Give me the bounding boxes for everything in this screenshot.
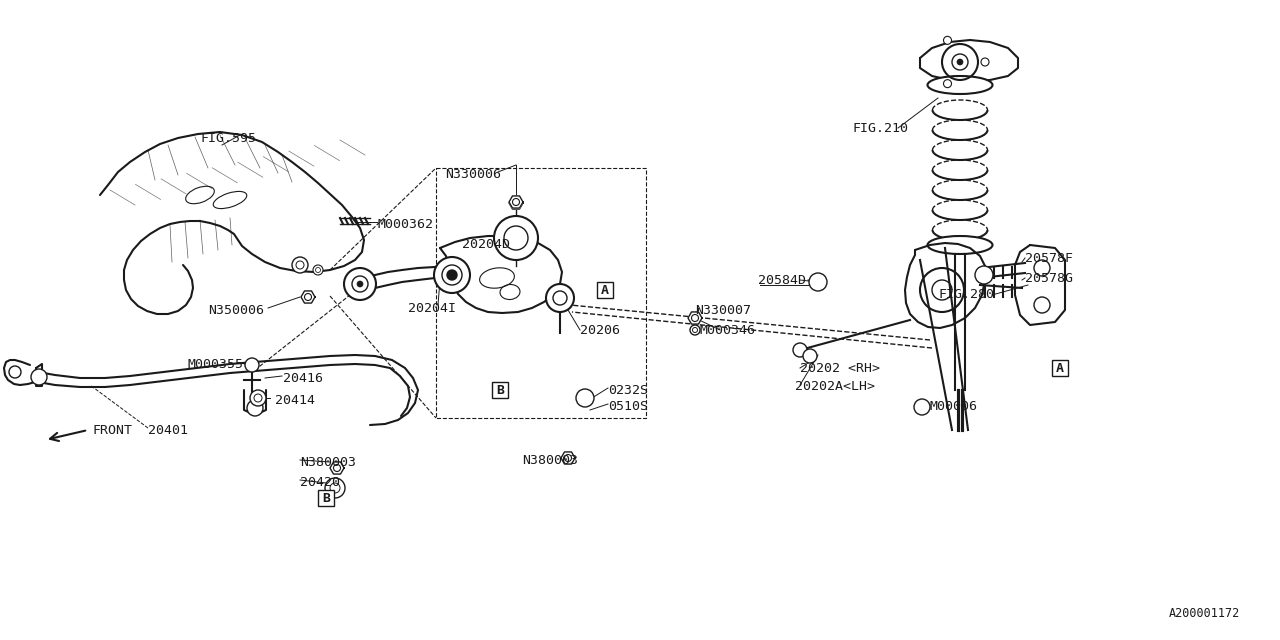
Text: N350006: N350006 xyxy=(207,303,264,317)
Circle shape xyxy=(244,358,259,372)
Circle shape xyxy=(314,265,323,275)
Circle shape xyxy=(809,273,827,291)
Bar xyxy=(317,490,334,506)
Text: M00006: M00006 xyxy=(931,399,978,413)
Text: 0510S: 0510S xyxy=(608,399,648,413)
Text: 20420: 20420 xyxy=(300,476,340,488)
Text: M000355: M000355 xyxy=(188,358,244,371)
Polygon shape xyxy=(509,197,524,209)
Text: 20206: 20206 xyxy=(580,323,620,337)
Text: FIG.595: FIG.595 xyxy=(200,131,256,145)
Text: 20578F: 20578F xyxy=(1025,252,1073,264)
Polygon shape xyxy=(509,196,524,208)
Circle shape xyxy=(494,216,538,260)
Text: N380003: N380003 xyxy=(300,456,356,468)
Text: 20204I: 20204I xyxy=(408,301,456,314)
Text: 20416: 20416 xyxy=(283,371,323,385)
Text: FIG.210: FIG.210 xyxy=(852,122,908,134)
Bar xyxy=(492,382,508,398)
Circle shape xyxy=(447,270,457,280)
Text: 20202 <RH>: 20202 <RH> xyxy=(800,362,881,374)
Ellipse shape xyxy=(928,76,992,94)
Text: A: A xyxy=(1056,362,1064,374)
Text: A200001172: A200001172 xyxy=(1169,607,1240,620)
Circle shape xyxy=(1034,260,1050,276)
Circle shape xyxy=(576,389,594,407)
Circle shape xyxy=(247,400,262,416)
Bar xyxy=(596,282,613,298)
Text: N380003: N380003 xyxy=(522,454,579,467)
Circle shape xyxy=(344,268,376,300)
Circle shape xyxy=(357,281,364,287)
Text: FRONT: FRONT xyxy=(92,424,132,436)
Circle shape xyxy=(250,390,266,406)
Circle shape xyxy=(690,325,700,335)
Text: 20204D: 20204D xyxy=(462,239,509,252)
Polygon shape xyxy=(689,312,701,324)
Circle shape xyxy=(9,366,20,378)
Text: 0232S: 0232S xyxy=(608,383,648,397)
Bar xyxy=(436,168,646,418)
Text: 20414: 20414 xyxy=(275,394,315,406)
Text: M000362: M000362 xyxy=(378,218,434,232)
Circle shape xyxy=(292,257,308,273)
Circle shape xyxy=(794,343,806,357)
Polygon shape xyxy=(301,291,315,303)
Circle shape xyxy=(957,59,963,65)
Circle shape xyxy=(980,58,989,66)
Circle shape xyxy=(547,284,573,312)
Text: N330007: N330007 xyxy=(695,303,751,317)
Text: B: B xyxy=(323,492,330,504)
Text: 20401: 20401 xyxy=(148,424,188,436)
Text: B: B xyxy=(497,383,504,397)
Circle shape xyxy=(803,349,817,363)
Text: 20584D: 20584D xyxy=(758,273,806,287)
Circle shape xyxy=(943,79,951,88)
Text: A: A xyxy=(602,284,609,296)
Text: M000346: M000346 xyxy=(700,323,756,337)
Text: FIG.280: FIG.280 xyxy=(938,289,995,301)
Polygon shape xyxy=(561,452,575,464)
Bar xyxy=(1052,360,1068,376)
Text: 20578G: 20578G xyxy=(1025,271,1073,285)
Ellipse shape xyxy=(928,236,992,254)
Text: N330006: N330006 xyxy=(445,168,500,182)
Polygon shape xyxy=(330,462,344,474)
Circle shape xyxy=(975,266,993,284)
Circle shape xyxy=(943,36,951,44)
Circle shape xyxy=(325,478,346,498)
Text: 20202A<LH>: 20202A<LH> xyxy=(795,380,876,392)
Circle shape xyxy=(914,399,931,415)
Circle shape xyxy=(31,369,47,385)
Circle shape xyxy=(1034,297,1050,313)
Circle shape xyxy=(434,257,470,293)
